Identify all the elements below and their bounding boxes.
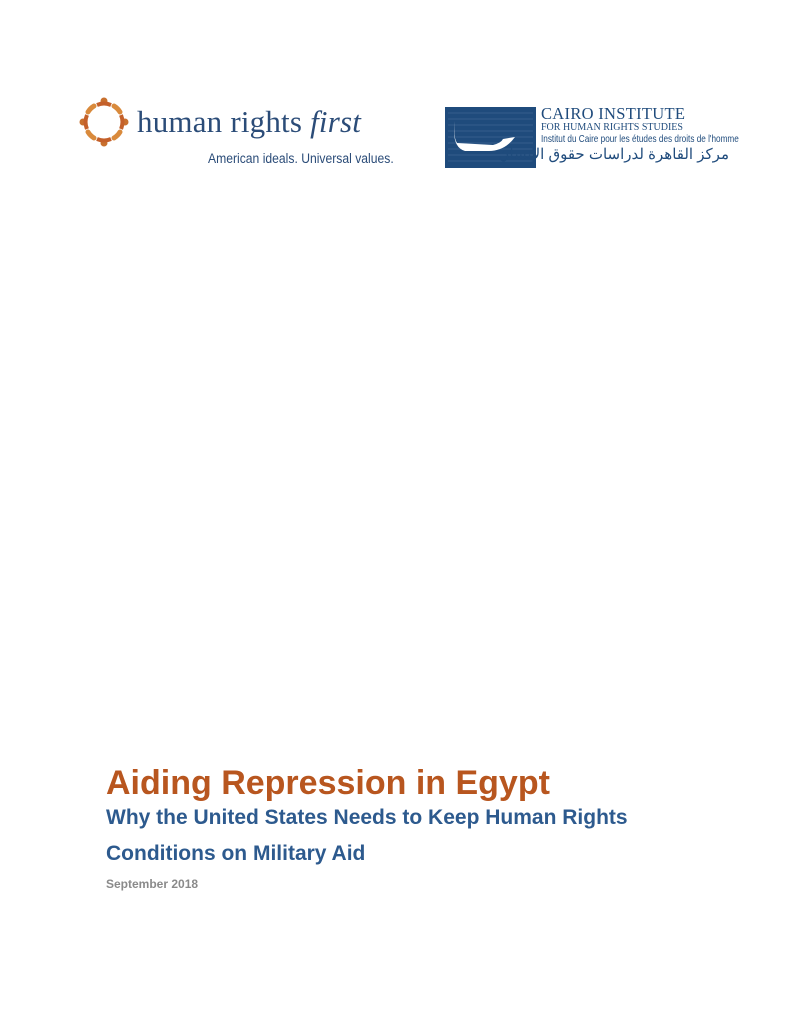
- cairo-institute-emblem: [445, 107, 536, 168]
- document-date: September 2018: [106, 877, 199, 891]
- cairo-line-3: Institut du Caire pour les études des dr…: [541, 133, 739, 145]
- document-subtitle-line-2: Conditions on Military Aid: [106, 842, 366, 865]
- cairo-institute-wordmark: CAIRO INSTITUTE FOR HUMAN RIGHTS STUDIES…: [498, 104, 795, 164]
- cairo-line-arabic: مركز القاهرة لدراسات حقوق الإنسان: [498, 146, 729, 163]
- cairo-line-1: CAIRO INSTITUTE: [541, 104, 686, 123]
- cairo-line-2: FOR HUMAN RIGHTS STUDIES: [541, 122, 683, 133]
- ship-emblem-icon: [448, 112, 533, 162]
- hrf-tagline: American ideals. Universal values.: [208, 151, 394, 166]
- hrf-wordmark: human rights first: [137, 104, 362, 139]
- document-title: Aiding Repression in Egypt: [106, 764, 550, 802]
- hrf-people-ring-icon: [79, 97, 129, 147]
- document-subtitle-line-1: Why the United States Needs to Keep Huma…: [106, 806, 628, 829]
